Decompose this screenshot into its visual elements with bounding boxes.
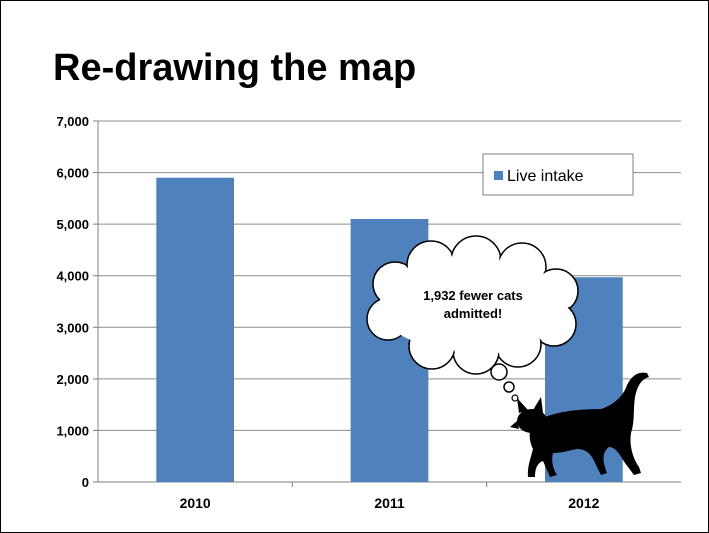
y-tick-labels: 0 1,000 2,000 3,000 4,000 5,000 6,000 7,000 <box>56 114 89 490</box>
thought-cloud: 1,932 fewer cats admitted! <box>366 235 579 402</box>
legend-label: Live intake <box>507 168 584 185</box>
slide-title: Re-drawing the map <box>53 47 417 89</box>
legend-swatch <box>494 171 503 180</box>
cat-silhouette-icon <box>510 372 649 477</box>
y-tick-label: 2,000 <box>56 372 89 387</box>
y-tick-label: 3,000 <box>56 320 89 335</box>
y-tick-label: 1,000 <box>56 423 89 438</box>
y-tick-label: 5,000 <box>56 217 89 232</box>
x-tick-label: 2011 <box>374 495 405 511</box>
y-tick-label: 6,000 <box>56 166 89 181</box>
thought-bubble-medium <box>503 381 515 393</box>
bar-2010 <box>156 177 235 482</box>
cloud-text-line-2: admitted! <box>444 306 503 321</box>
thought-bubble-large <box>490 363 508 381</box>
x-tick-label: 2012 <box>568 495 599 511</box>
y-tick-label: 4,000 <box>56 269 89 284</box>
thought-bubble-small <box>511 394 519 402</box>
y-tick-label: 0 <box>82 475 89 490</box>
x-tick-labels: 2010 2011 2012 <box>180 482 600 511</box>
legend: Live intake <box>482 153 634 196</box>
cloud-text-line-1: 1,932 fewer cats <box>423 288 523 303</box>
y-tick-label: 7,000 <box>56 114 89 129</box>
legend-box <box>482 153 634 196</box>
x-tick-label: 2010 <box>180 495 211 511</box>
cloud-fill <box>368 237 577 373</box>
